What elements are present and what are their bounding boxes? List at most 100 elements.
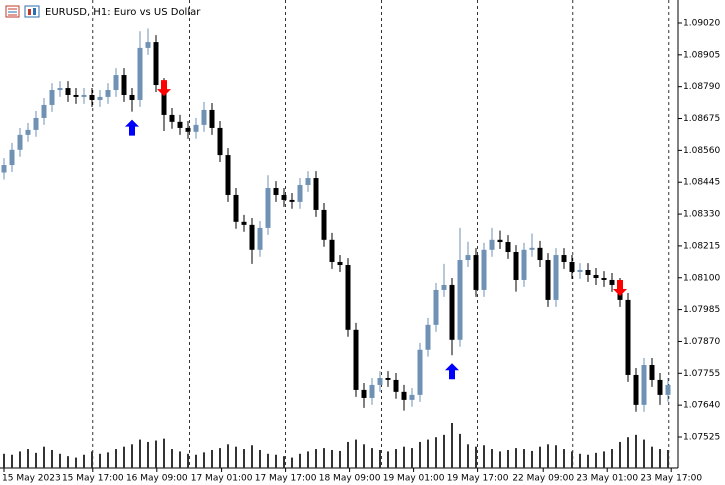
volume-bar [43,446,45,468]
candle-body [177,121,183,128]
y-tick-label: 1.08445 [683,178,720,188]
candle-body [505,242,511,252]
volume-bar [75,457,77,468]
candle-body [129,94,135,100]
volume-bar [627,437,629,468]
volume-bar [203,452,205,468]
candle-body [377,378,383,385]
y-tick-label: 1.08100 [683,273,720,283]
x-tick-label: 23 May 17:00 [640,474,702,484]
volume-bar [59,453,61,468]
volume-bar [563,449,565,468]
candle-body [361,389,367,398]
candle-body [81,94,87,97]
volume-bar [155,440,157,468]
candle-body [657,379,663,395]
volume-bar [571,451,573,468]
volume-bar [539,446,541,468]
volume-bar [83,454,85,468]
candle-body [273,188,279,195]
sell-arrow [613,280,627,297]
volume-bar [259,450,261,468]
candle-body [457,260,463,340]
candle-body [521,249,527,280]
candle-body [561,255,567,262]
sell-arrow [157,80,171,97]
candle-body [577,270,583,272]
volume-bar [355,439,357,468]
candle-body [513,252,519,280]
y-tick-label: 1.07755 [683,369,720,379]
volume-bar [371,448,373,468]
candle-body [217,127,223,156]
volume-bar [667,450,669,468]
candle-body [105,90,111,97]
volume-bar [387,451,389,468]
volume-bar [411,448,413,468]
candle-body [97,96,103,100]
candle-body [585,270,591,275]
candle-body [337,261,343,266]
volume-bar [235,446,237,468]
volume-bar [579,453,581,468]
volume-bar [3,453,5,468]
icon-bar [33,8,36,15]
volume-bar [123,446,125,468]
volume-bar [251,445,253,468]
y-tick-label: 1.08560 [683,146,720,156]
volume-bar [395,449,397,468]
y-tick-label: 1.07985 [683,305,720,315]
y-tick-label: 1.08675 [683,114,720,124]
candle-body [153,42,159,86]
candle-body [305,178,311,185]
candle-body [449,284,455,340]
candle-body [345,265,351,330]
volume-bar [467,444,469,468]
volume-bar [363,444,365,468]
candle-body [593,274,599,279]
candle-body [209,109,215,128]
candle-body [297,184,303,202]
volume-bar [475,446,477,468]
volume-bar [99,453,101,468]
volume-bar [339,450,341,468]
volume-bar [227,444,229,468]
candle-body [401,391,407,400]
volume-bar [443,434,445,468]
volume-bar [659,449,661,468]
candle-body [489,239,495,250]
candle-body [481,249,487,290]
volume-bar [187,453,189,468]
candle-body [193,124,199,132]
x-tick-label: 15 May 17:00 [62,474,124,484]
candle-body [137,47,143,100]
candle-body [241,221,247,225]
candle-body [353,329,359,390]
volume-bar [91,451,93,468]
volume-bar [51,450,53,468]
volume-bar [19,451,21,468]
volume-bar [27,449,29,468]
volume-bar [147,441,149,468]
candle-body [329,239,335,262]
candle-body [169,114,175,122]
x-tick-label: 18 May 09:00 [319,474,381,484]
candle-body [145,42,151,48]
candle-body [537,247,543,261]
volume-bar [331,450,333,468]
candle-body [601,278,607,280]
y-tick-label: 1.07870 [683,337,720,347]
x-tick-label: 19 May 17:00 [447,474,509,484]
candle-body [265,188,271,228]
volume-bar [595,452,597,468]
volume-bar [523,449,525,468]
volume-bar [483,445,485,468]
candle-body [385,378,391,380]
volume-bar [115,449,117,468]
volume-bar [379,450,381,468]
x-tick-label: 22 May 09:00 [512,474,574,484]
volume-bar [315,449,317,468]
volume-bar [611,449,613,468]
